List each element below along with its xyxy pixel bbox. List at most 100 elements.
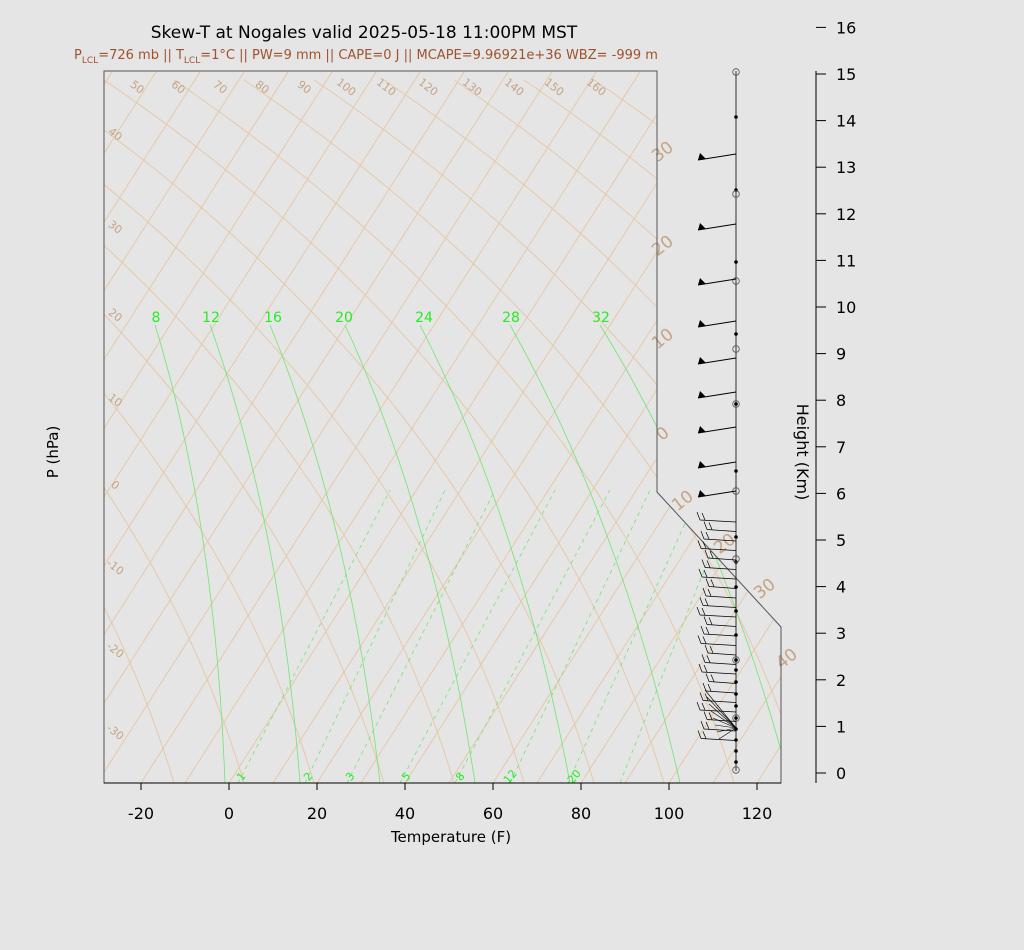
isotherm-line [104, 71, 554, 783]
wind-barb-staff [706, 696, 737, 729]
chart-subtitle: PLCL=726 mb || TLCL=1°C || PW=9 mm || CA… [74, 48, 658, 66]
isotherm-line [104, 71, 422, 783]
wind-barb-feather [699, 597, 704, 606]
x-tick-label: 40 [395, 804, 415, 823]
isotherm-line [228, 71, 686, 783]
wind-dot [734, 716, 738, 720]
wind-calm-circle [732, 400, 740, 408]
wind-barb-staff [702, 605, 737, 608]
wind-barb-feather [696, 511, 701, 521]
wind-barb-feather [703, 616, 708, 625]
dry-adiabat-line [453, 79, 781, 783]
wind-barb-staff [708, 681, 737, 684]
wind-barb-staff [704, 689, 737, 729]
height-tick-label: 6 [836, 484, 846, 503]
wind-barb-feather [701, 654, 706, 663]
height-tick-label: 13 [836, 158, 856, 177]
wind-barb-feather [701, 512, 706, 521]
wind-calm-circle [732, 656, 740, 664]
mixing-ratio-line [237, 489, 391, 783]
wind-barb-flag [698, 461, 706, 468]
wind-barb-staff [714, 724, 737, 729]
x-tick-label: 100 [654, 804, 685, 823]
mixing-ratio-line [567, 489, 701, 783]
wind-barb-staff [703, 633, 737, 637]
wind-barb-feather [705, 721, 710, 730]
isotherm-line [104, 71, 378, 783]
wind-calm-circle [732, 277, 740, 285]
wind-barb-staff [704, 662, 737, 665]
moist-adiabat-line [269, 324, 381, 783]
height-tick-label: 8 [836, 391, 846, 410]
wind-barb-flag [698, 426, 706, 433]
dry-adiabat-line [104, 79, 595, 783]
wind-calm-circle [732, 190, 740, 198]
mixing-ratio-label-top: 12 [202, 310, 220, 326]
wind-barb-staff [701, 671, 737, 675]
wind-barb-feather [705, 578, 710, 587]
wind-barb-feather [702, 731, 707, 739]
dry-adiabat-line [523, 79, 781, 783]
wind-barb-feather [698, 663, 703, 673]
isotherm-line [272, 71, 730, 783]
wind-dot [734, 658, 738, 662]
wind-barb-feather [703, 569, 708, 578]
isotherm-line [889, 71, 1024, 783]
wind-barb-feather [702, 636, 707, 644]
wind-barb-staff [699, 519, 737, 523]
wind-barb-staff [704, 567, 737, 570]
wind-barb-feather [706, 560, 711, 568]
height-tick-label: 3 [836, 624, 846, 643]
moist-adiabat-line [154, 324, 226, 783]
mixing-ratio-label-top: 28 [502, 310, 520, 326]
x-tick-label: 20 [307, 804, 327, 823]
wind-barb-feather [704, 644, 709, 654]
wind-barb-feather [703, 711, 708, 720]
dry-adiabat-line [104, 79, 525, 783]
wind-barb-staff [700, 643, 737, 646]
isotherm-line [801, 71, 1024, 783]
mixing-ratio-label-top: 24 [415, 310, 433, 326]
mixing-ratio-line [304, 489, 446, 783]
wind-dot [734, 535, 738, 539]
wind-barb-feather [697, 540, 702, 549]
wind-barb-feather [696, 606, 701, 616]
wind-barb-feather [707, 588, 712, 597]
wind-barb-feather [702, 541, 707, 549]
wind-barbs [696, 68, 740, 774]
wind-barb-feather [705, 673, 710, 682]
wind-dot [734, 469, 738, 473]
mixing-ratio-line [509, 489, 651, 783]
dry-adiabat-line [104, 79, 245, 783]
mixing-ratio-label-top: 32 [592, 310, 610, 326]
wind-dot [734, 760, 738, 764]
wind-barb-flag [698, 278, 706, 285]
chart-title: Skew-T at Nogales valid 2025-05-18 11:00… [151, 23, 578, 43]
dry-adiabat-line [104, 79, 385, 783]
isotherm-line [104, 71, 466, 783]
wind-barb-feather [701, 607, 706, 616]
height-tick-label: 15 [836, 65, 856, 84]
height-tick-label: 5 [836, 531, 846, 550]
diagram-area [104, 71, 781, 783]
wind-barb-staff [707, 557, 737, 561]
wind-barb-staff [710, 710, 737, 729]
height-axis-label: Height (Km) [793, 404, 812, 501]
x-tick-label: 60 [483, 804, 503, 823]
wind-dot [734, 749, 738, 753]
height-tick-label: 16 [836, 18, 856, 37]
mixing-ratio-line [619, 529, 721, 783]
wind-barb-feather [699, 692, 704, 701]
wind-barb-staff [705, 690, 737, 694]
wind-calm-circle [732, 487, 740, 495]
wind-barb-feather [704, 549, 709, 559]
wind-calm-circle [732, 68, 740, 76]
isotherm-line [104, 71, 510, 783]
wind-barb-flag [698, 153, 706, 160]
subtitle-rest: =1°C || PW=9 mm || CAPE=0 J || MCAPE=9.9… [200, 48, 658, 63]
y-axis-label: P (hPa) [44, 426, 62, 479]
wind-barb-feather [701, 559, 706, 568]
isotherm-line [104, 71, 334, 783]
wind-barb-feather [697, 730, 702, 739]
